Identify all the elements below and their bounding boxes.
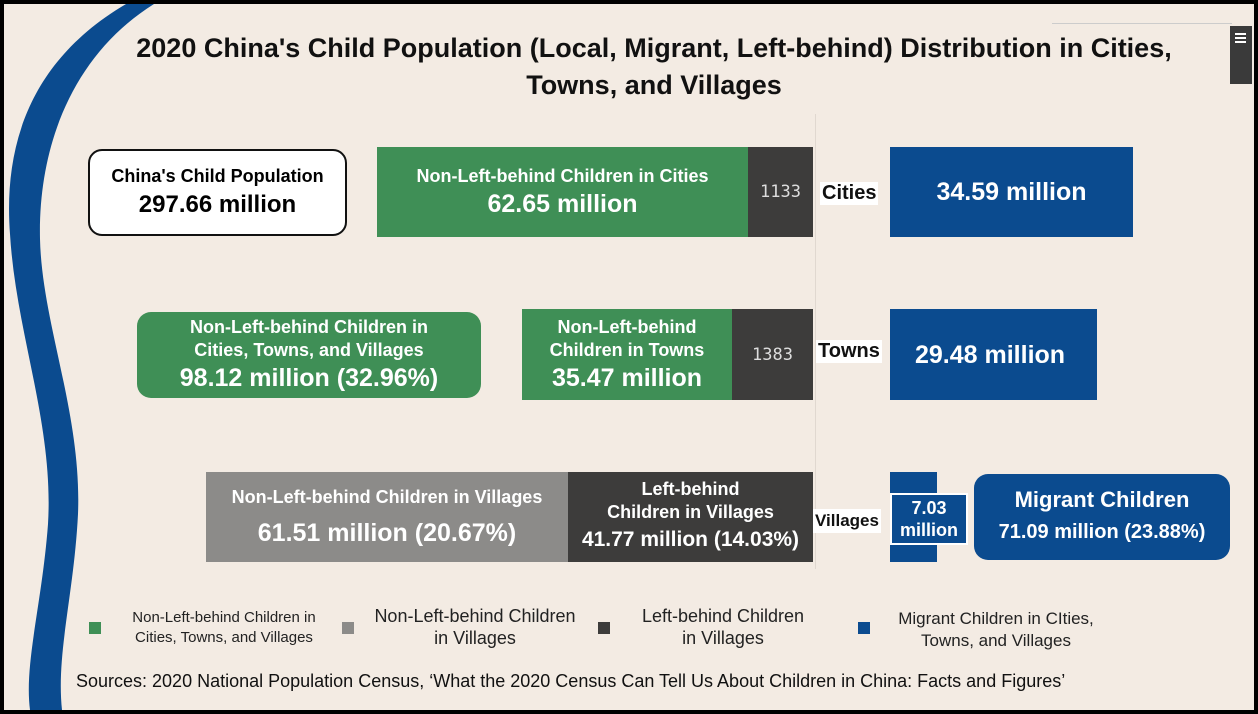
villages-left-behind-label-1: Left-behind [641,479,740,499]
legend-swatch-blue [858,622,870,634]
legend-item-grey: Non-Left-behind Children in Villages [360,605,590,649]
non-left-behind-total-label-1: Non-Left-behind Children in [190,317,428,337]
cities-local-label: Non-Left-behind Children in Cities [416,165,709,186]
cities-row-label: Cities [820,182,879,205]
decorative-swoosh [9,4,154,710]
villages-migrant-label-box: 7.03 million [890,493,968,545]
towns-local-label-1: Non-Left-behind [557,316,697,337]
migrant-total-label: Migrant Children [1014,487,1190,512]
villages-local-bar: Non-Left-behind Children in Villages 61.… [206,472,568,562]
non-left-behind-total-label-2: Cities, Towns, and Villages [194,340,424,360]
cities-left-behind-bar: 1133 [748,147,813,237]
towns-local-bar: Non-Left-behind Children in Towns 35.47 … [522,309,732,400]
towns-migrant-bar: 29.48 million [890,309,1097,400]
legend-swatch-grey [342,622,354,634]
legend-dark-line1: Left-behind Children [641,606,805,626]
villages-migrant-value-1: 7.03 [911,498,947,518]
villages-left-behind-label-2: Children in Villages [607,502,774,522]
cities-local-value: 62.65 million [487,189,638,218]
villages-local-value: 61.51 million (20.67%) [257,518,517,547]
legend-blue-line2: Towns, and Villages [921,631,1071,650]
source-note: Sources: 2020 National Population Census… [76,671,1066,691]
towns-local-label-2: Children in Towns [549,339,705,360]
axis-divider [815,114,816,569]
villages-left-behind-value: 41.77 million (14.03%) [581,528,800,551]
cities-migrant-value: 34.59 million [936,178,1087,206]
legend-grey-line2: in Villages [434,628,516,648]
towns-left-behind-value: 1383 [752,344,793,365]
villages-migrant-value-2: million [900,520,958,540]
legend-item-blue: Migrant Children in CIties, Towns, and V… [876,608,1116,652]
total-population-label: China's Child Population [111,166,324,186]
legend-item-dark: Left-behind Children in Villages [618,605,828,649]
legend-blue-line1: Migrant Children in CIties, [898,609,1094,628]
cities-migrant-bar: 34.59 million [890,147,1133,237]
menu-icon[interactable] [1230,26,1252,84]
legend-item-green: Non-Left-behind Children in Cities, Town… [109,608,339,648]
chart-title: 2020 China's Child Population (Local, Mi… [136,33,1172,100]
cities-left-behind-value: 1133 [760,182,801,202]
legend-green-line1: Non-Left-behind Children in [132,609,316,626]
towns-migrant-value: 29.48 million [915,340,1066,369]
legend-dark-line2: in Villages [682,628,764,648]
total-population-box: China's Child Population 297.66 million [88,149,347,236]
towns-left-behind-bar: 1383 [732,309,813,400]
total-population-value: 297.66 million [138,191,297,218]
migrant-total-value: 71.09 million (23.88%) [998,521,1206,543]
legend-green-line2: Cities, Towns, and Villages [135,629,313,646]
legend-grey-line1: Non-Left-behind Children [374,606,576,626]
top-rule [1052,23,1232,24]
cities-local-bar: Non-Left-behind Children in Cities 62.65… [377,147,748,237]
non-left-behind-total-box: Non-Left-behind Children in Cities, Town… [137,312,481,398]
migrant-total-box: Migrant Children 71.09 million (23.88%) [974,474,1230,560]
villages-left-behind-bar: Left-behind Children in Villages 41.77 m… [568,472,813,562]
villages-local-label: Non-Left-behind Children in Villages [231,486,543,507]
non-left-behind-total-value: 98.12 million (32.96%) [179,364,439,392]
legend-swatch-dark [598,622,610,634]
legend-swatch-green [89,622,101,634]
towns-local-value: 35.47 million [551,363,703,392]
chart-canvas: 2020 China's Child Population (Local, Mi… [4,4,1254,710]
villages-row-label: Villages [813,509,881,533]
towns-row-label: Towns [816,340,882,363]
